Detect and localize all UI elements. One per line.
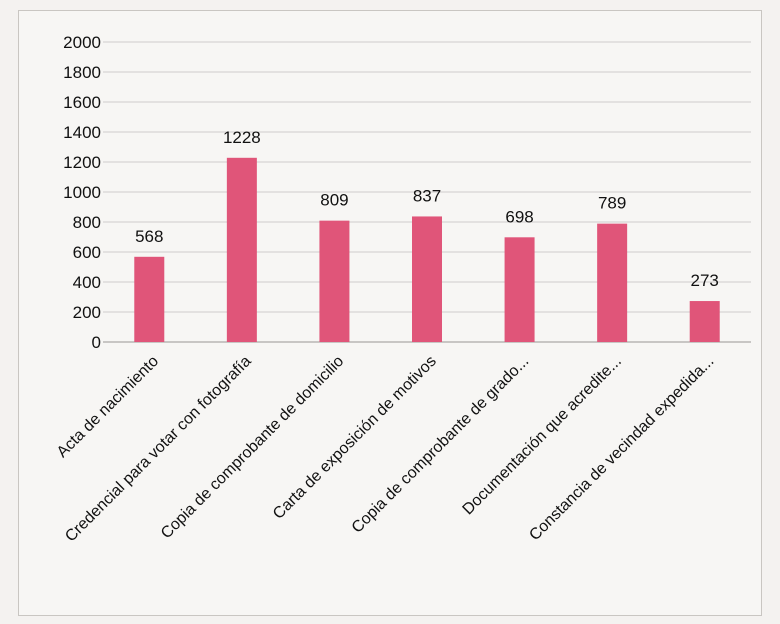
bar bbox=[226, 157, 257, 342]
y-tick-label: 2000 bbox=[63, 33, 101, 52]
data-label: 698 bbox=[505, 207, 533, 226]
y-tick-label: 200 bbox=[73, 303, 101, 322]
y-tick-label: 800 bbox=[73, 213, 101, 232]
data-label: 789 bbox=[598, 194, 626, 213]
y-tick-label: 1400 bbox=[63, 123, 101, 142]
y-tick-label: 1000 bbox=[63, 183, 101, 202]
y-tick-label: 1800 bbox=[63, 63, 101, 82]
y-tick-label: 400 bbox=[73, 273, 101, 292]
bar-chart: 0 200 400 600 800 1000 1200 1400 1600 1800 2000 56… bbox=[54, 33, 751, 546]
x-tick-label: Carta de exposición de motivos bbox=[270, 353, 440, 523]
x-tick-label: Copia de comprobante de grado... bbox=[349, 353, 533, 537]
y-axis-ticks: 0 200 400 600 800 1000 1200 1400 1600 1800 2000 bbox=[63, 33, 101, 352]
bar bbox=[597, 223, 628, 342]
bar bbox=[134, 256, 165, 342]
bars bbox=[134, 157, 720, 342]
bar bbox=[504, 237, 535, 342]
chart-frame: 0 200 400 600 800 1000 1200 1400 1600 1800 2000 56… bbox=[18, 10, 762, 616]
y-tick-label: 1200 bbox=[63, 153, 101, 172]
data-label: 809 bbox=[320, 191, 348, 210]
bar bbox=[689, 301, 720, 342]
x-tick-label: Constancia de vecindad expedida... bbox=[526, 353, 717, 544]
bar bbox=[319, 220, 350, 342]
data-labels: 568 1228 809 837 698 789 273 bbox=[135, 128, 719, 290]
y-tick-label: 1600 bbox=[63, 93, 101, 112]
x-tick-label: Documentación que acredite... bbox=[459, 353, 624, 518]
data-label: 837 bbox=[413, 186, 441, 205]
y-tick-label: 0 bbox=[92, 333, 101, 352]
x-tick-label: Credencial para votar con fotografía bbox=[62, 353, 255, 546]
data-label: 568 bbox=[135, 227, 163, 246]
x-tick-label: Acta de nacimiento bbox=[54, 353, 162, 461]
data-label: 1228 bbox=[223, 128, 261, 147]
bar bbox=[412, 216, 442, 342]
data-label: 273 bbox=[691, 271, 719, 290]
x-tick-label: Copia de comprobante de domicilio bbox=[158, 353, 347, 542]
y-tick-label: 600 bbox=[73, 243, 101, 262]
